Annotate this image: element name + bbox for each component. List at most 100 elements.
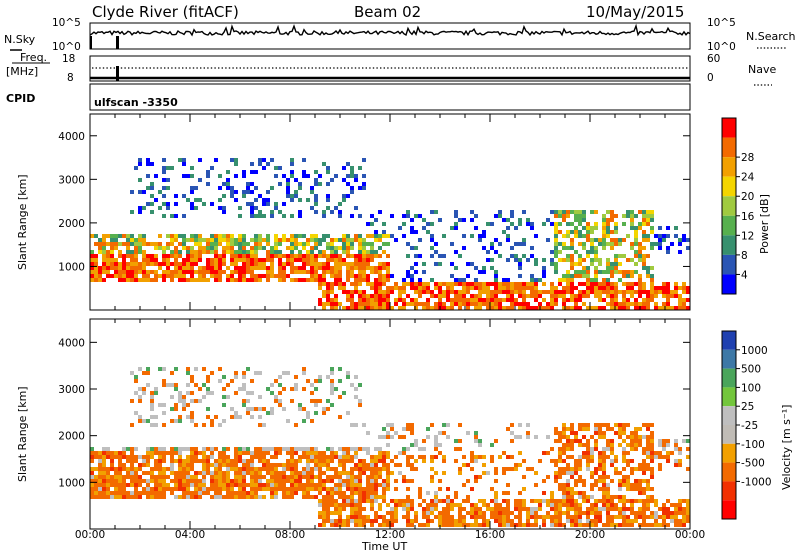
power-pixel bbox=[290, 266, 294, 270]
velocity-pixel bbox=[154, 463, 158, 467]
power-pixel bbox=[274, 246, 278, 250]
velocity-pixel bbox=[134, 455, 138, 459]
power-pixel bbox=[146, 270, 150, 274]
power-pixel bbox=[374, 302, 378, 306]
velocity-pixel bbox=[210, 475, 214, 479]
velocity-pixel bbox=[198, 483, 202, 487]
power-pixel bbox=[350, 266, 354, 270]
power-pixel bbox=[330, 298, 334, 302]
power-pixel bbox=[610, 286, 614, 290]
power-pixel bbox=[374, 230, 378, 234]
colorbar-segment bbox=[722, 500, 736, 519]
velocity-pixel bbox=[222, 451, 226, 455]
power-pixel bbox=[250, 258, 254, 262]
power-pixel bbox=[334, 238, 338, 242]
power-pixel bbox=[182, 246, 186, 250]
power-pixel bbox=[674, 226, 678, 230]
power-pixel bbox=[370, 302, 374, 306]
power-pixel bbox=[290, 174, 294, 178]
power-pixel bbox=[106, 258, 110, 262]
velocity-pixel bbox=[282, 479, 286, 483]
velocity-pixel bbox=[318, 451, 322, 455]
power-pixel bbox=[334, 298, 338, 302]
velocity-pixel bbox=[438, 431, 442, 435]
velocity-pixel bbox=[370, 503, 374, 507]
velocity-pixel bbox=[490, 455, 494, 459]
power-pixel bbox=[158, 206, 162, 210]
power-pixel bbox=[150, 194, 154, 198]
velocity-pixel bbox=[242, 479, 246, 483]
power-pixel bbox=[506, 226, 510, 230]
power-pixel bbox=[218, 234, 222, 238]
velocity-pixel bbox=[234, 451, 238, 455]
velocity-pixel bbox=[638, 499, 642, 503]
velocity-pixel bbox=[210, 487, 214, 491]
velocity-pixel bbox=[238, 479, 242, 483]
power-pixel bbox=[222, 194, 226, 198]
velocity-pixel bbox=[514, 499, 518, 503]
velocity-pixel bbox=[402, 427, 406, 431]
velocity-pixel bbox=[686, 507, 690, 511]
velocity-pixel bbox=[518, 435, 522, 439]
velocity-pixel bbox=[366, 519, 370, 523]
velocity-pixel bbox=[406, 519, 410, 523]
velocity-pixel bbox=[218, 467, 222, 471]
power-pixel bbox=[566, 298, 570, 302]
power-pixel bbox=[322, 234, 326, 238]
power-pixel bbox=[342, 178, 346, 182]
velocity-pixel bbox=[278, 447, 282, 451]
power-pixel bbox=[626, 258, 630, 262]
velocity-pixel bbox=[154, 391, 158, 395]
velocity-pixel bbox=[318, 459, 322, 463]
velocity-pixel bbox=[574, 467, 578, 471]
velocity-pixel bbox=[366, 431, 370, 435]
velocity-pixel bbox=[246, 411, 250, 415]
power-pixel bbox=[310, 246, 314, 250]
velocity-pixel bbox=[102, 471, 106, 475]
power-pixel bbox=[326, 206, 330, 210]
power-pixel bbox=[250, 202, 254, 206]
velocity-pixel bbox=[338, 479, 342, 483]
velocity-pixel bbox=[522, 499, 526, 503]
power-pixel bbox=[586, 278, 590, 282]
velocity-pixel bbox=[350, 459, 354, 463]
power-pixel bbox=[502, 282, 506, 286]
velocity-pixel bbox=[102, 487, 106, 491]
velocity-pixel bbox=[622, 519, 626, 523]
power-pixel bbox=[378, 306, 382, 310]
velocity-pixel bbox=[354, 503, 358, 507]
velocity-pixel bbox=[354, 491, 358, 495]
power-pixel bbox=[94, 270, 98, 274]
power-pixel bbox=[286, 190, 290, 194]
power-pixel bbox=[194, 254, 198, 258]
power-pixel bbox=[494, 238, 498, 242]
velocity-pixel bbox=[90, 475, 94, 479]
power-pixel bbox=[330, 270, 334, 274]
power-pixel bbox=[246, 202, 250, 206]
velocity-pixel bbox=[650, 487, 654, 491]
power-pixel bbox=[242, 242, 246, 246]
power-pixel bbox=[358, 246, 362, 250]
power-pixel bbox=[474, 278, 478, 282]
power-pixel bbox=[614, 238, 618, 242]
power-pixel bbox=[466, 306, 470, 310]
velocity-pixel bbox=[622, 475, 626, 479]
power-pixel bbox=[106, 270, 110, 274]
velocity-pixel bbox=[366, 499, 370, 503]
velocity-pixel bbox=[162, 459, 166, 463]
velocity-pixel bbox=[290, 467, 294, 471]
power-pixel bbox=[334, 302, 338, 306]
power-pixel bbox=[330, 210, 334, 214]
velocity-pixel bbox=[366, 479, 370, 483]
power-pixel bbox=[146, 262, 150, 266]
power-pixel bbox=[674, 306, 678, 310]
velocity-pixel bbox=[382, 495, 386, 499]
velocity-pixel bbox=[606, 491, 610, 495]
power-pixel bbox=[290, 246, 294, 250]
power-pixel bbox=[338, 214, 342, 218]
velocity-pixel bbox=[202, 479, 206, 483]
velocity-pixel bbox=[558, 515, 562, 519]
power-pixel bbox=[674, 294, 678, 298]
velocity-pixel bbox=[242, 487, 246, 491]
power-pixel bbox=[90, 234, 94, 238]
